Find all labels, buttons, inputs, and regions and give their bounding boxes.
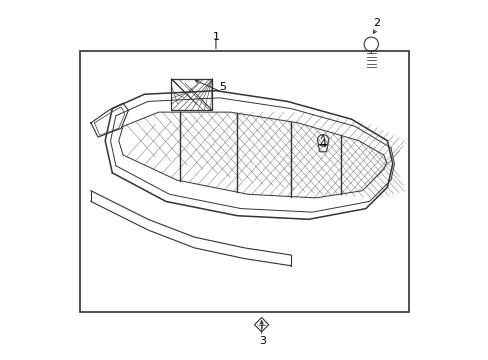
Text: 5: 5 <box>219 82 226 92</box>
Bar <box>171 79 212 111</box>
Text: 4: 4 <box>319 139 326 149</box>
Text: 1: 1 <box>212 32 219 42</box>
Text: 2: 2 <box>372 18 380 28</box>
Bar <box>80 51 408 312</box>
Text: 3: 3 <box>258 336 265 346</box>
